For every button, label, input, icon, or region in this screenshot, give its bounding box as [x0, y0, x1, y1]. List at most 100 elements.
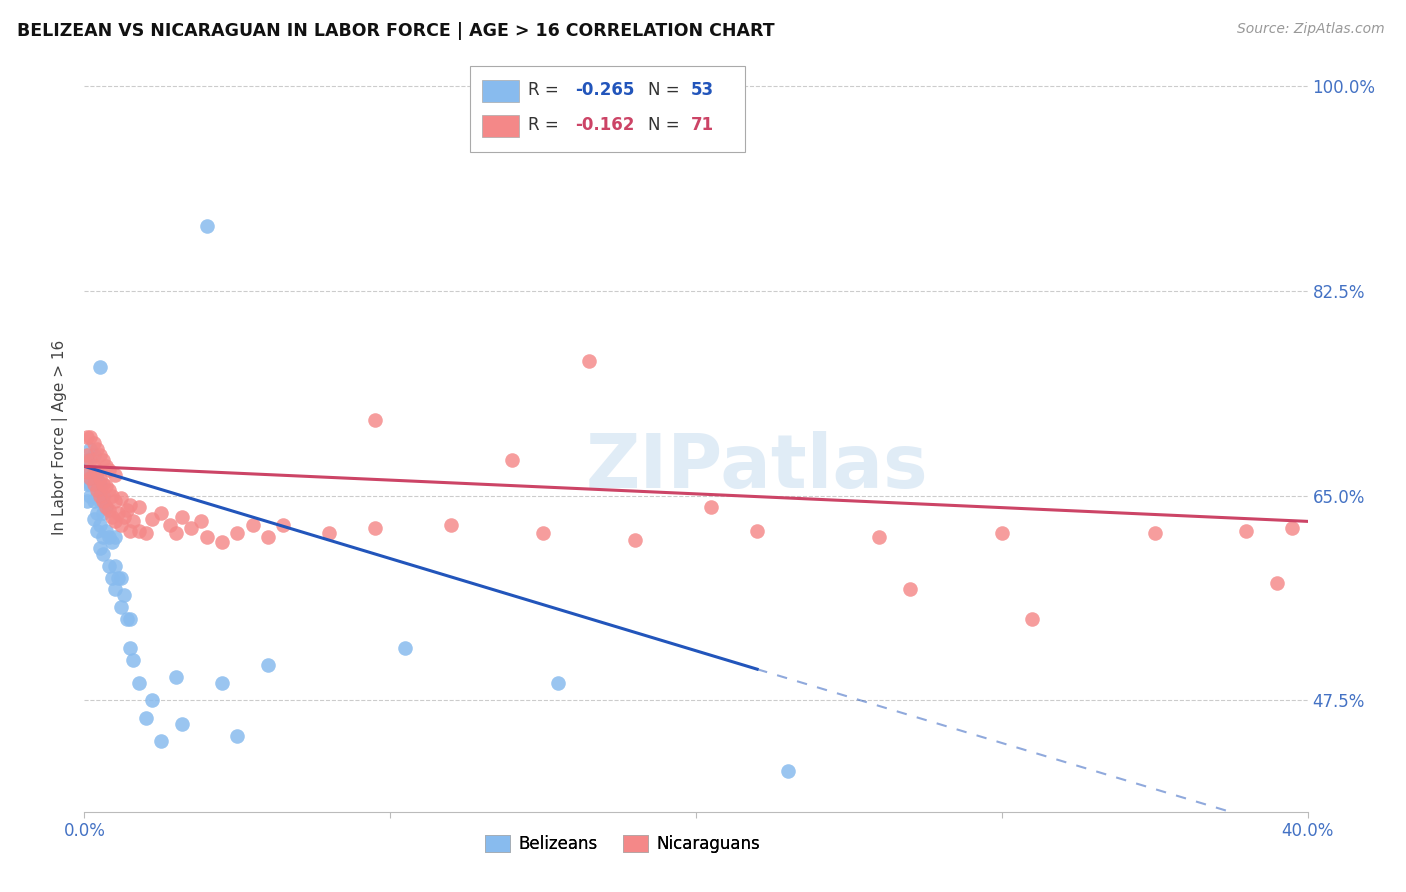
Point — [89, 489, 111, 503]
Point — [89, 359, 111, 374]
Point — [1143, 526, 1166, 541]
Point — [624, 533, 647, 547]
Text: R =: R = — [529, 116, 564, 134]
Point — [83, 476, 105, 491]
Point — [898, 582, 921, 597]
Point — [776, 764, 799, 778]
Point — [226, 526, 249, 541]
Point — [89, 471, 111, 485]
Point — [107, 506, 129, 520]
Point — [110, 571, 132, 585]
Point — [364, 521, 387, 535]
Point — [76, 476, 98, 491]
Point — [104, 558, 127, 573]
Point — [122, 652, 145, 666]
Point — [97, 483, 120, 497]
Point — [76, 430, 98, 444]
Point — [115, 502, 138, 516]
Point — [172, 509, 194, 524]
Point — [165, 526, 187, 541]
Point — [547, 676, 569, 690]
Point — [112, 588, 135, 602]
Point — [211, 535, 233, 549]
Point — [79, 442, 101, 456]
Point — [101, 509, 124, 524]
Point — [531, 526, 554, 541]
Point — [110, 517, 132, 532]
Point — [110, 491, 132, 505]
Point — [440, 517, 463, 532]
Point — [364, 412, 387, 426]
Point — [991, 526, 1014, 541]
Point — [318, 526, 340, 541]
Point — [83, 494, 105, 508]
Point — [104, 514, 127, 528]
Point — [159, 517, 181, 532]
Point — [97, 530, 120, 544]
Text: Source: ZipAtlas.com: Source: ZipAtlas.com — [1237, 22, 1385, 37]
FancyBboxPatch shape — [482, 115, 519, 137]
Text: R =: R = — [529, 81, 564, 99]
Point — [110, 599, 132, 614]
Point — [83, 436, 105, 450]
Point — [86, 471, 108, 485]
Point — [128, 500, 150, 515]
Text: 71: 71 — [692, 116, 714, 134]
Point — [97, 502, 120, 516]
Point — [91, 494, 114, 508]
Point — [149, 506, 172, 520]
Point — [195, 219, 218, 234]
Point — [120, 498, 142, 512]
Point — [79, 465, 101, 479]
Point — [89, 476, 111, 491]
Y-axis label: In Labor Force | Age > 16: In Labor Force | Age > 16 — [52, 340, 69, 534]
Point — [128, 524, 150, 538]
Point — [79, 471, 101, 485]
Point — [97, 558, 120, 573]
Point — [257, 530, 280, 544]
Point — [141, 512, 163, 526]
Point — [1265, 576, 1288, 591]
Point — [211, 676, 233, 690]
Point — [180, 521, 202, 535]
Point — [394, 640, 416, 655]
Point — [128, 676, 150, 690]
Point — [79, 476, 101, 491]
Text: -0.162: -0.162 — [575, 116, 634, 134]
Point — [94, 459, 117, 474]
Point — [107, 571, 129, 585]
Point — [89, 517, 111, 532]
Point — [94, 500, 117, 515]
Point — [86, 483, 108, 497]
Point — [89, 494, 111, 508]
Point — [120, 524, 142, 538]
Point — [257, 658, 280, 673]
Text: N =: N = — [648, 116, 685, 134]
Point — [101, 535, 124, 549]
Point — [135, 711, 157, 725]
Point — [91, 476, 114, 491]
Point — [86, 489, 108, 503]
Point — [226, 729, 249, 743]
Point — [86, 442, 108, 456]
Point — [76, 448, 98, 462]
Point — [104, 530, 127, 544]
Point — [91, 530, 114, 544]
FancyBboxPatch shape — [470, 66, 745, 153]
Point — [141, 693, 163, 707]
Point — [91, 489, 114, 503]
Point — [122, 514, 145, 528]
Point — [165, 670, 187, 684]
Text: 53: 53 — [692, 81, 714, 99]
Point — [1236, 524, 1258, 538]
Point — [91, 506, 114, 520]
Point — [120, 611, 142, 625]
Point — [700, 500, 723, 515]
Text: BELIZEAN VS NICARAGUAN IN LABOR FORCE | AGE > 16 CORRELATION CHART: BELIZEAN VS NICARAGUAN IN LABOR FORCE | … — [17, 22, 775, 40]
Point — [94, 524, 117, 538]
Point — [104, 494, 127, 508]
Point — [79, 430, 101, 444]
Point — [1281, 521, 1303, 535]
Point — [91, 453, 114, 467]
Point — [83, 512, 105, 526]
